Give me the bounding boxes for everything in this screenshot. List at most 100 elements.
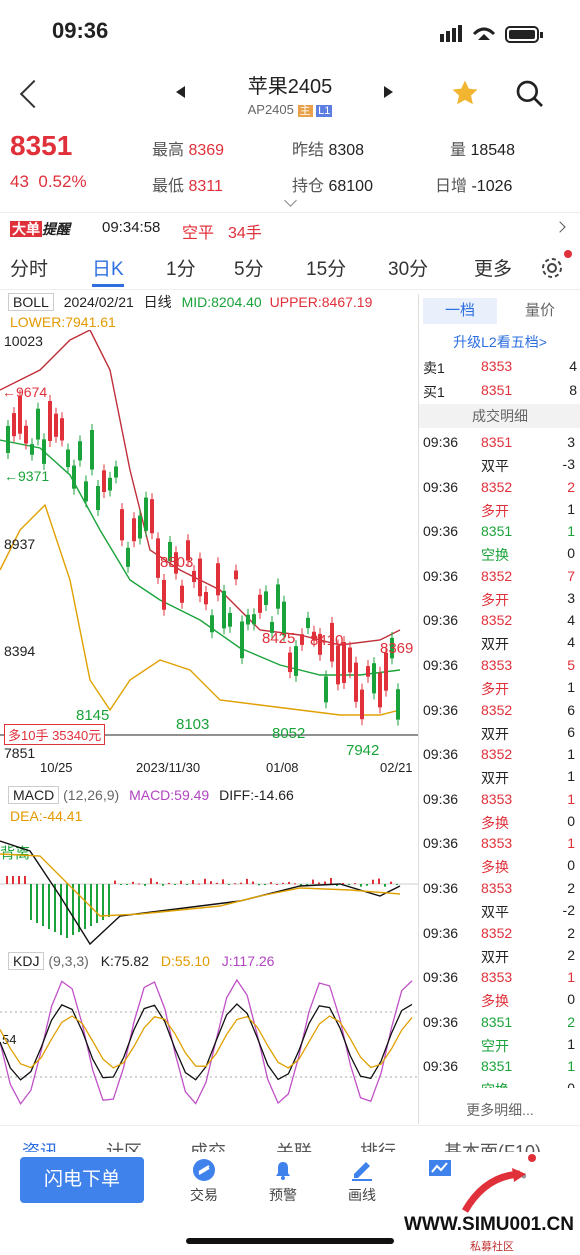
trade-row: 09:36 8352 6 双开 6	[419, 696, 580, 742]
trade-time: 09:36	[423, 523, 459, 540]
trade-volume: 1	[567, 1058, 575, 1075]
search-icon[interactable]	[514, 78, 546, 110]
trade-button[interactable]: 交易	[174, 1158, 234, 1205]
trade-price: 8351	[481, 1058, 513, 1075]
high-stat: 最高 8369	[152, 142, 225, 159]
candle	[132, 512, 136, 548]
upgrade-link[interactable]: 升级L2看五档>	[453, 334, 547, 350]
macd-bar	[42, 884, 44, 926]
trade-oi: 1	[567, 768, 575, 785]
next-contract-icon[interactable]	[384, 86, 393, 98]
macd-bar	[132, 881, 134, 884]
trade-oi: -2	[562, 902, 575, 918]
tab-level1[interactable]: 一档	[423, 298, 497, 324]
trade-price: 8352	[481, 478, 513, 495]
trade-volume: 1	[567, 523, 575, 540]
candle	[126, 541, 130, 573]
trade-time: 09:36	[423, 969, 459, 986]
candle	[348, 641, 352, 679]
position-label[interactable]: 多10手 35340元	[4, 724, 106, 745]
trade-price: 8351	[481, 1013, 513, 1030]
candle	[312, 625, 316, 647]
trade-volume: 5	[567, 657, 575, 673]
macd-bar	[180, 880, 182, 884]
tab-5min[interactable]: 5分	[234, 259, 264, 280]
instrument-title: 苹果2405	[247, 76, 333, 98]
macd-bar	[276, 883, 278, 885]
tab-trades[interactable]: 成交	[190, 1142, 226, 1152]
trade-time: 09:36	[423, 657, 459, 673]
tab-30min[interactable]: 30分	[388, 259, 429, 280]
candlestick-chart[interactable]	[0, 330, 418, 780]
trade-oi: 0	[567, 1080, 575, 1088]
trade-oi: 1	[567, 679, 575, 695]
bottom-bar: 资讯 计区 成交 关联 排行 基本面(F10) 闪电下单 交易 预警 画线 ••…	[0, 1125, 580, 1255]
candle	[54, 407, 58, 443]
tab-15min[interactable]: 15分	[306, 259, 347, 280]
candle	[330, 616, 334, 668]
tab-ranking[interactable]: 排行	[360, 1142, 396, 1152]
macd-bar	[84, 884, 86, 929]
kdj-header: KDJ (9,3,3) K:75.82 D:55.10 J:117.26	[8, 952, 418, 970]
trade-row: 09:36 8352 2 双开 2	[419, 919, 580, 965]
draw-line-button[interactable]: 画线	[332, 1158, 392, 1205]
trade-type: 双开	[481, 725, 509, 742]
trade-type: 多换	[481, 859, 509, 876]
candle	[228, 606, 232, 633]
more-details-link[interactable]: 更多明细...	[466, 1102, 534, 1118]
trade-volume: 2	[567, 1013, 575, 1030]
macd-bar	[330, 877, 332, 884]
chevron-right-icon	[554, 221, 566, 233]
trade-oi: 0	[567, 991, 575, 1008]
tab-news[interactable]: 资讯	[22, 1142, 58, 1152]
macd-bar	[126, 884, 128, 885]
trade-row: 09:36 8353 1 多换 0	[419, 963, 580, 1009]
prev-contract-icon[interactable]	[176, 86, 185, 98]
trade-row: 09:36 8353 5 多开 1	[419, 651, 580, 697]
tab-community[interactable]: 计区	[106, 1142, 142, 1152]
big-order-alert[interactable]: 大单 提醒 09:34:58 空平 34手	[0, 212, 580, 242]
tab-related[interactable]: 关联	[276, 1142, 312, 1152]
trade-volume: 1	[567, 746, 575, 763]
flash-order-button[interactable]: 闪电下单	[20, 1157, 144, 1203]
kdj-chart[interactable]	[0, 972, 418, 1117]
chart-view-icon[interactable]	[428, 1158, 452, 1178]
candle	[396, 683, 400, 726]
candle	[6, 419, 10, 459]
info-tabs: 资讯 计区 成交 关联 排行 基本面(F10)	[0, 1132, 580, 1152]
trade-price: 8352	[481, 924, 513, 941]
indicator-select[interactable]: BOLL	[8, 293, 54, 311]
tab-timeshare[interactable]: 分时	[10, 259, 49, 280]
trade-time: 09:36	[423, 1013, 459, 1030]
tab-daily-k[interactable]: 日K	[92, 254, 124, 287]
macd-bar	[246, 878, 248, 884]
tab-volume-price[interactable]: 量价	[524, 302, 555, 319]
macd-bar	[60, 884, 62, 935]
candle	[222, 584, 226, 635]
alert-button[interactable]: 预警	[253, 1158, 313, 1205]
trade-oi: 0	[567, 857, 575, 874]
tab-more[interactable]: 更多	[474, 259, 513, 280]
tab-f10[interactable]: 基本面(F10)	[444, 1142, 542, 1152]
candle	[60, 412, 64, 447]
macd-chart[interactable]	[0, 826, 418, 948]
settings-icon[interactable]	[540, 256, 564, 280]
daily-change-stat: 日增 -1026	[435, 178, 513, 195]
annotation-8803: 8803	[160, 554, 194, 571]
star-icon[interactable]	[450, 78, 480, 108]
candle	[96, 480, 100, 517]
macd-select[interactable]: MACD	[8, 786, 60, 804]
candle	[342, 636, 346, 689]
candle	[24, 419, 28, 450]
candle	[162, 573, 166, 616]
kdj-select[interactable]: KDJ	[8, 952, 45, 970]
alert-action: 空平	[182, 225, 215, 242]
annotation-8425: 8425	[262, 630, 296, 647]
candle	[378, 666, 382, 714]
macd-bar	[150, 878, 152, 884]
x-tick-3: 01/08	[266, 760, 299, 775]
expand-chevron-icon[interactable]	[284, 194, 297, 207]
tab-1min[interactable]: 1分	[166, 259, 196, 280]
dea-label: DEA:-44.41	[10, 808, 83, 824]
macd-bar	[264, 884, 266, 885]
